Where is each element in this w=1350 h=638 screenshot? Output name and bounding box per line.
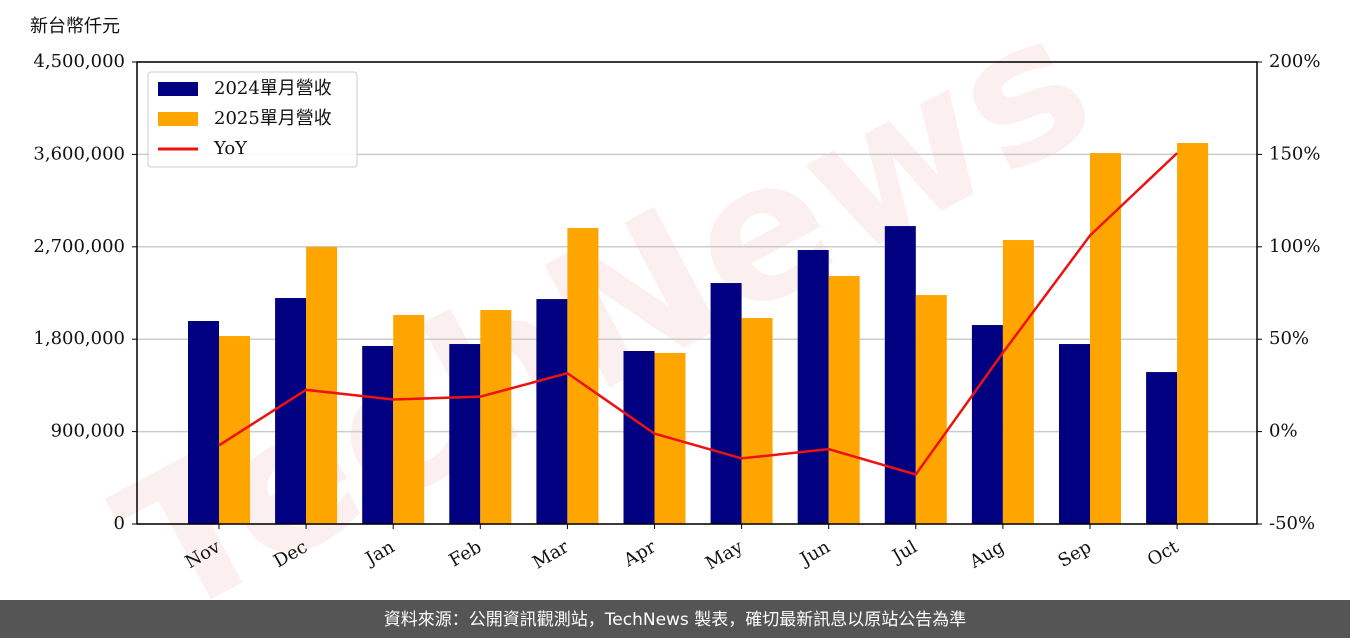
y-tick-label: 0	[114, 513, 125, 534]
bar	[1059, 344, 1090, 524]
bar	[623, 351, 655, 524]
bar	[1002, 240, 1034, 525]
line	[218, 152, 1178, 476]
x-tick-label: Apr	[619, 536, 659, 571]
y-axis-label: 新台幣仟元	[30, 16, 120, 37]
legend-label: 2024單月營收	[214, 78, 332, 99]
bar	[362, 345, 394, 524]
bar	[971, 325, 1003, 524]
bar	[219, 336, 250, 524]
source-note: 資料來源：公開資訊觀測站，TechNews 製表，確切最新訊息以原站公告為準	[384, 610, 966, 630]
bar	[1177, 143, 1209, 524]
legend-label: 2025單月營收	[214, 108, 332, 129]
legend-swatch	[158, 112, 198, 126]
bar	[1146, 372, 1178, 524]
bar	[1090, 153, 1121, 524]
bar	[449, 344, 481, 524]
y-tick-label: 1,800,000	[33, 328, 125, 349]
bar	[275, 298, 307, 524]
bar	[884, 226, 916, 524]
y2-tick-label: -50%	[1269, 513, 1315, 534]
footer-bar	[0, 600, 1350, 638]
plot-frame	[136, 61, 1258, 525]
y2-tick-label: 100%	[1269, 236, 1320, 257]
y-tick-label: 900,000	[51, 421, 125, 442]
bar	[797, 249, 829, 524]
y2-tick-label: 0%	[1269, 421, 1298, 442]
x-tick-label: Aug	[965, 536, 1008, 573]
legend-swatch	[158, 82, 198, 96]
bar	[480, 310, 512, 524]
bar	[915, 295, 947, 524]
y2-tick-label: 200%	[1269, 51, 1320, 72]
bar	[393, 314, 425, 524]
y2-tick-label: 50%	[1269, 328, 1309, 349]
x-tick-label: May	[702, 536, 747, 574]
x-tick-label: Feb	[446, 536, 486, 571]
x-tick-label: Jul	[887, 536, 921, 568]
bar	[536, 299, 568, 524]
legend-label: YoY	[213, 138, 248, 159]
y-tick-label: 3,600,000	[33, 143, 125, 164]
bar	[741, 318, 773, 524]
legend-box	[147, 71, 358, 168]
bar	[306, 247, 338, 524]
x-tick-label: Sep	[1055, 536, 1095, 571]
bar	[828, 275, 860, 524]
y-tick-label: 4,500,000	[33, 51, 125, 72]
bar	[710, 283, 742, 524]
x-tick-label: Jun	[795, 536, 834, 571]
x-tick-label: Mar	[529, 536, 573, 573]
x-tick-label: Oct	[1144, 536, 1183, 571]
y2-tick-label: 150%	[1269, 143, 1320, 164]
bar	[188, 321, 219, 524]
y-tick-label: 2,700,000	[33, 236, 125, 257]
